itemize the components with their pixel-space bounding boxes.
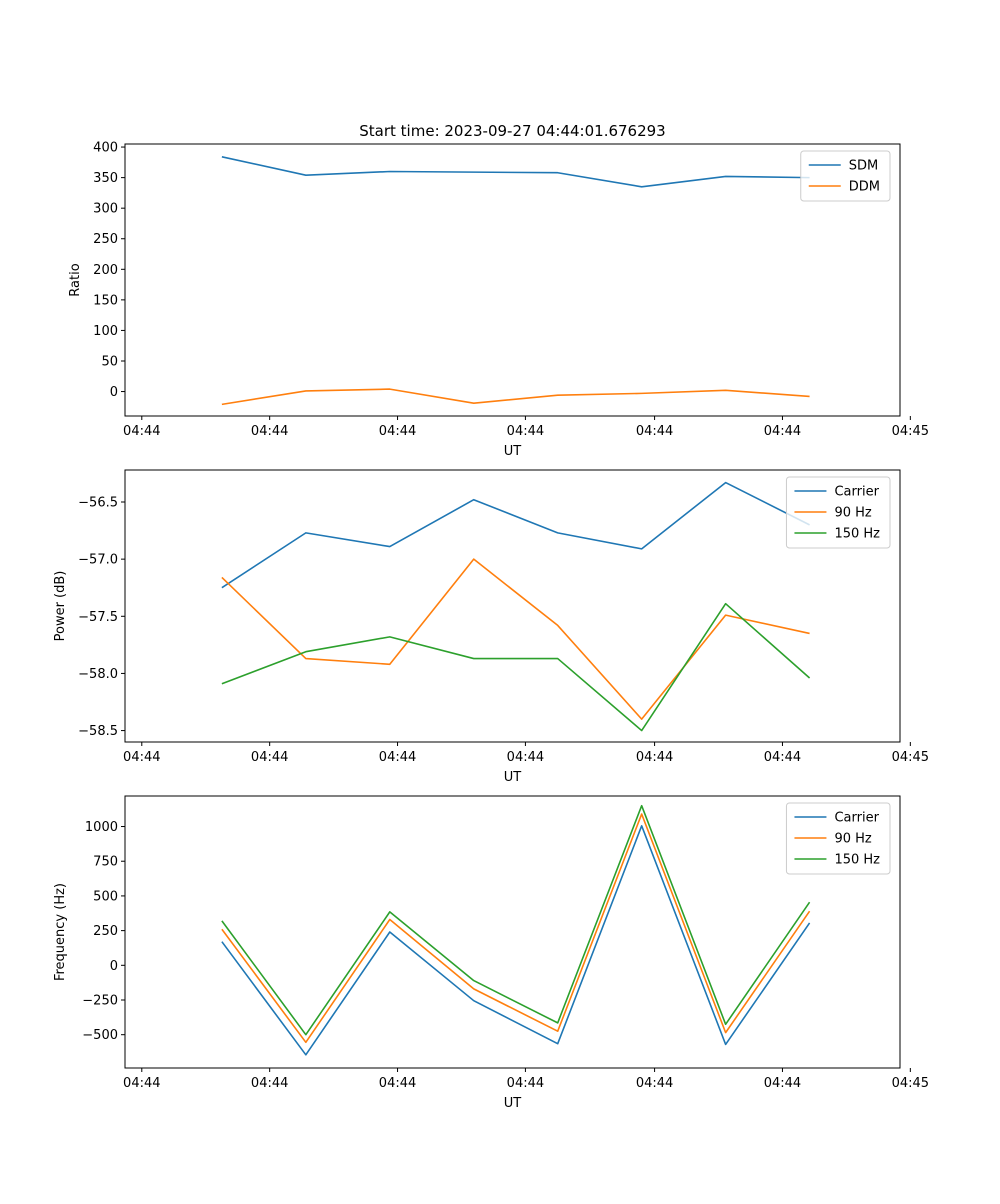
legend-entry: 150 Hz — [834, 527, 880, 542]
x-axis-label: UT — [504, 1096, 522, 1111]
y-tick-label: −56.5 — [78, 496, 118, 511]
series-line-carrier — [221, 825, 811, 1056]
x-tick-label: 04:44 — [507, 750, 544, 765]
y-tick-label: 150 — [93, 293, 118, 308]
legend-entry: SDM — [849, 159, 878, 174]
x-tick-label: 04:44 — [764, 750, 801, 765]
y-tick-label: 250 — [93, 232, 118, 247]
legend-box — [785, 802, 891, 875]
series-line-150-hz — [221, 602, 811, 732]
series-line-90-hz — [221, 558, 810, 720]
x-tick-label: 04:44 — [636, 424, 673, 439]
series-line-sdm — [221, 156, 810, 188]
legend-entry: Carrier — [834, 811, 879, 826]
y-axis-label: Power (dB) — [53, 571, 68, 642]
y-tick-label: 200 — [93, 263, 118, 278]
y-tick-label: 500 — [93, 889, 118, 904]
x-tick-label: 04:44 — [636, 750, 673, 765]
y-tick-label: −58.5 — [78, 724, 118, 739]
y-tick-label: 0 — [110, 959, 118, 974]
x-tick-label: 04:44 — [636, 1076, 673, 1091]
legend: Carrier 90 Hz 150 Hz — [785, 476, 891, 549]
panel-3: 04:44 04:44 04:44 04:44 04:44 04:44 04:45 −500 −… — [53, 795, 929, 1111]
x-tick-label: 04:44 — [379, 1076, 416, 1091]
x-tick-label: 04:45 — [892, 1076, 929, 1091]
y-tick-label: −57.0 — [78, 553, 118, 568]
x-tick-label: 04:44 — [764, 1076, 801, 1091]
y-tick-label: −500 — [82, 1028, 118, 1043]
x-tick-label: 04:45 — [892, 750, 929, 765]
axes-frame — [124, 795, 901, 1069]
legend-entry: DDM — [849, 180, 880, 195]
series-line-150-hz — [221, 804, 811, 1036]
y-tick-label: 750 — [93, 855, 118, 870]
legend-entry: 90 Hz — [834, 832, 871, 847]
axes-frame — [124, 469, 901, 743]
y-tick-label: 50 — [101, 354, 118, 369]
x-tick-label: 04:44 — [123, 1076, 160, 1091]
y-tick-label: 0 — [110, 385, 118, 400]
legend-entry: 150 Hz — [834, 853, 880, 868]
x-tick-label: 04:44 — [507, 1076, 544, 1091]
x-tick-label: 04:44 — [379, 750, 416, 765]
y-axis-label: Ratio — [68, 263, 83, 296]
series-line-ddm — [221, 388, 810, 406]
y-tick-label: 300 — [93, 202, 118, 217]
legend-entry: Carrier — [834, 485, 879, 500]
x-axis-label: UT — [504, 444, 522, 459]
x-tick-label: 04:44 — [123, 424, 160, 439]
x-tick-label: 04:44 — [379, 424, 416, 439]
x-tick-label: 04:44 — [507, 424, 544, 439]
y-tick-label: −57.5 — [78, 610, 118, 625]
y-tick-label: 100 — [93, 324, 118, 339]
y-tick-label: −58.0 — [78, 667, 118, 682]
x-tick-label: 04:44 — [764, 424, 801, 439]
y-tick-label: 250 — [93, 924, 118, 939]
series-line-carrier — [221, 481, 810, 589]
x-axis-label: UT — [504, 770, 522, 785]
figure-title: Start time: 2023-09-27 04:44:01.676293 — [359, 122, 665, 140]
legend-entry: 90 Hz — [834, 506, 871, 521]
y-tick-label: −250 — [82, 994, 118, 1009]
y-tick-label: 400 — [93, 141, 118, 156]
x-tick-label: 04:45 — [892, 424, 929, 439]
x-tick-label: 04:44 — [123, 750, 160, 765]
panel-1: 04:44 04:44 04:44 04:44 04:44 04:44 04:45 0 50 10… — [68, 141, 929, 459]
axes-frame — [124, 143, 901, 417]
x-tick-label: 04:44 — [251, 750, 288, 765]
legend-box — [800, 150, 891, 202]
x-tick-label: 04:44 — [251, 1076, 288, 1091]
series-line-90-hz — [221, 813, 811, 1044]
panel-2: 04:44 04:44 04:44 04:44 04:44 04:44 04:45 −58.5… — [53, 469, 929, 785]
y-axis-label: Frequency (Hz) — [53, 883, 68, 981]
y-tick-label: 1000 — [85, 820, 118, 835]
x-tick-label: 04:44 — [251, 424, 288, 439]
legend: SDM DDM — [800, 150, 891, 202]
legend: Carrier 90 Hz 150 Hz — [785, 802, 891, 875]
y-tick-label: 350 — [93, 171, 118, 186]
legend-box — [785, 476, 891, 549]
